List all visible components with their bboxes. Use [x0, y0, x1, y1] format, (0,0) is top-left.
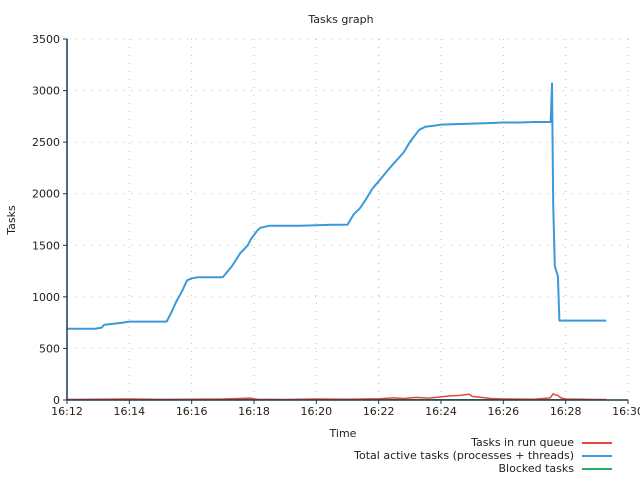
x-tick-label: 16:26 — [487, 405, 519, 418]
legend-swatch — [582, 441, 612, 444]
x-tick-label: 16:20 — [300, 405, 332, 418]
y-tick-label: 2000 — [32, 188, 60, 201]
legend-item-run-queue: Tasks in run queue — [354, 436, 612, 449]
y-tick-label: 3500 — [32, 33, 60, 46]
x-tick-label: 16:16 — [176, 405, 208, 418]
chart-title: Tasks graph — [307, 13, 373, 26]
x-axis-ticks: 16:12 16:14 16:16 16:18 16:20 16:22 16:24 16:26… — [51, 400, 640, 418]
y-axis-label: Tasks — [5, 205, 18, 236]
legend-label: Blocked tasks — [498, 462, 575, 475]
legend-swatch — [582, 454, 612, 457]
x-tick-label: 16:30 — [612, 405, 640, 418]
y-tick-label: 1500 — [32, 239, 60, 252]
x-tick-label: 16:18 — [238, 405, 270, 418]
x-tick-label: 16:28 — [550, 405, 582, 418]
legend: Tasks in run queue Total active tasks (p… — [354, 436, 612, 475]
y-tick-label: 500 — [39, 342, 60, 355]
y-tick-label: 1000 — [32, 291, 60, 304]
legend-item-blocked: Blocked tasks — [354, 462, 612, 475]
x-axis-label: Time — [329, 427, 357, 440]
x-tick-label: 16:12 — [51, 405, 83, 418]
series-line-total-active — [67, 82, 607, 330]
series-layer — [66, 82, 607, 401]
x-tick-label: 16:22 — [363, 405, 395, 418]
legend-item-total-active: Total active tasks (processes + threads) — [354, 449, 612, 462]
legend-label: Tasks in run queue — [471, 436, 574, 449]
axes — [66, 39, 628, 401]
y-tick-label: 2500 — [32, 136, 60, 149]
x-tick-label: 16:14 — [113, 405, 145, 418]
y-axis-ticks: 0 500 1000 1500 2000 2500 3000 3500 — [32, 33, 67, 407]
y-tick-label: 3000 — [32, 85, 60, 98]
series-line-run-queue — [66, 393, 607, 401]
legend-swatch — [582, 467, 612, 470]
grid — [67, 38, 629, 400]
x-tick-label: 16:24 — [425, 405, 457, 418]
legend-label: Total active tasks (processes + threads) — [354, 449, 574, 462]
y-tick-label: 0 — [53, 394, 60, 407]
